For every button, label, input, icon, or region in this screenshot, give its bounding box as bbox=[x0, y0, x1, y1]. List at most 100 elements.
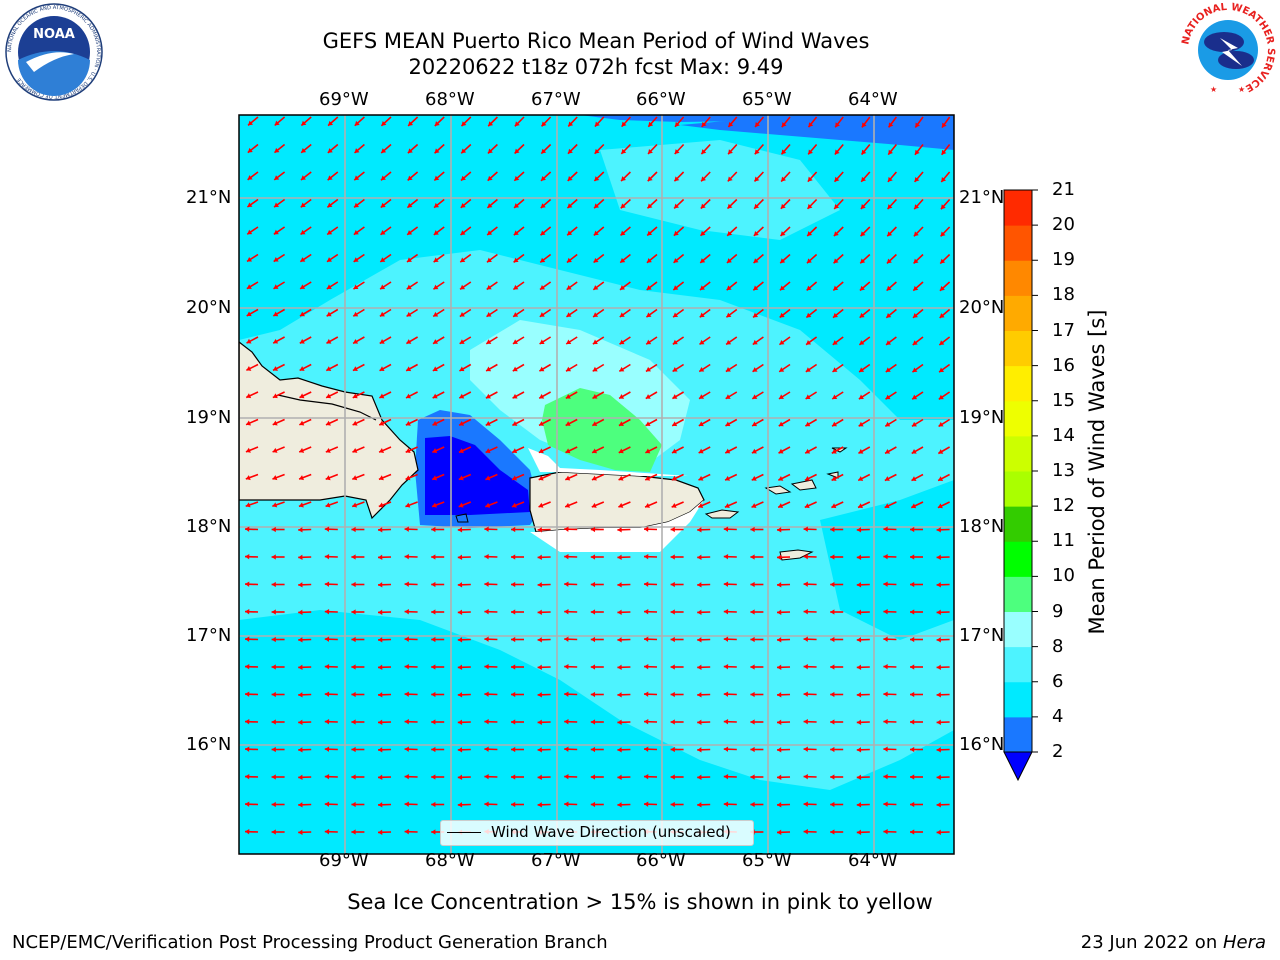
wind-arrow bbox=[487, 143, 498, 154]
wind-arrow bbox=[352, 446, 365, 453]
wind-arrow bbox=[913, 226, 924, 237]
wind-arrow bbox=[538, 363, 552, 372]
wind-arrow bbox=[617, 664, 631, 670]
wind-arrow bbox=[618, 363, 631, 373]
wind-arrow bbox=[936, 637, 950, 643]
wind-arrow bbox=[699, 253, 711, 264]
lon-label-top: 69°W bbox=[319, 89, 369, 110]
wind-arrow bbox=[673, 253, 685, 264]
wind-arrow bbox=[646, 198, 658, 209]
wind-arrow bbox=[298, 802, 312, 808]
wind-arrow bbox=[567, 116, 578, 127]
wind-arrow bbox=[431, 501, 445, 508]
wind-arrow bbox=[887, 171, 898, 183]
wind-arrow bbox=[377, 692, 392, 698]
wind-arrow bbox=[324, 719, 338, 725]
wind-arrow bbox=[434, 116, 445, 127]
hispaniola-coast-north bbox=[277, 394, 377, 421]
wind-arrow bbox=[670, 664, 684, 670]
contour-9-10s bbox=[542, 388, 662, 472]
wind-arrow bbox=[776, 637, 791, 643]
wind-arrow bbox=[459, 336, 472, 345]
wind-arrow bbox=[486, 253, 498, 263]
wind-arrow bbox=[805, 336, 818, 346]
legend-label: Wind Wave Direction (unscaled) bbox=[491, 823, 731, 841]
wind-arrow bbox=[377, 609, 392, 615]
colorbar-tick-label: 9 bbox=[1052, 600, 1064, 622]
wind-arrow bbox=[803, 719, 817, 725]
wind-arrow bbox=[273, 281, 286, 290]
map-gridlines bbox=[239, 115, 954, 854]
wind-arrow bbox=[354, 143, 365, 154]
wind-arrow bbox=[406, 281, 419, 290]
wind-arrow bbox=[324, 609, 338, 615]
wind-arrow bbox=[431, 801, 445, 808]
wind-arrow bbox=[298, 582, 312, 588]
colorbar-tick-label: 4 bbox=[1052, 705, 1064, 727]
wind-arrow bbox=[644, 473, 658, 481]
wind-arrow bbox=[457, 774, 471, 780]
wind-arrow bbox=[697, 609, 711, 615]
wind-arrow bbox=[856, 692, 870, 698]
wind-arrow bbox=[511, 501, 525, 508]
lon-label-bottom: 66°W bbox=[636, 850, 686, 871]
wind-arrow bbox=[780, 143, 791, 155]
wind-arrow bbox=[511, 554, 524, 560]
wind-arrow bbox=[643, 609, 658, 615]
wind-arrow bbox=[830, 664, 844, 670]
wind-arrow bbox=[727, 171, 738, 182]
wind-arrow bbox=[512, 281, 525, 291]
wind-arrow bbox=[913, 253, 924, 265]
wind-arrow bbox=[300, 226, 312, 236]
wind-arrow bbox=[458, 446, 472, 454]
wind-arrow bbox=[432, 391, 445, 399]
map-legend: Wind Wave Direction (unscaled) bbox=[440, 820, 754, 846]
wind-arrow bbox=[566, 281, 578, 291]
wind-arrow bbox=[750, 609, 764, 615]
wind-arrow bbox=[697, 664, 711, 670]
wind-arrow bbox=[643, 801, 658, 807]
colorbar-segment bbox=[1004, 435, 1032, 472]
wind-arrow bbox=[567, 171, 578, 182]
wind-arrow bbox=[833, 198, 844, 210]
wind-arrow bbox=[674, 116, 685, 128]
wind-arrow bbox=[271, 829, 285, 835]
wind-arrow bbox=[460, 143, 472, 154]
wind-arrow bbox=[511, 636, 524, 643]
wind-arrow bbox=[803, 581, 817, 587]
wind-arrow bbox=[617, 747, 631, 753]
wind-arrow bbox=[404, 691, 418, 697]
wind-arrow bbox=[859, 281, 871, 292]
wind-arrow bbox=[860, 171, 871, 183]
wind-arrow bbox=[643, 719, 658, 725]
wind-arrow bbox=[592, 308, 605, 318]
wind-arrow bbox=[298, 692, 312, 698]
wind-arrow bbox=[832, 281, 844, 292]
wind-arrow bbox=[484, 691, 498, 697]
wind-arrow bbox=[725, 391, 738, 400]
wind-arrow bbox=[271, 801, 285, 808]
wind-arrow bbox=[936, 527, 950, 533]
wind-arrow bbox=[936, 582, 950, 588]
wind-arrow bbox=[647, 143, 658, 155]
wind-arrow bbox=[883, 526, 897, 532]
wind-arrow bbox=[699, 281, 711, 291]
wind-arrow bbox=[856, 609, 870, 615]
wind-arrow bbox=[856, 664, 870, 670]
wind-arrow bbox=[672, 281, 685, 291]
wind-arrow bbox=[326, 198, 339, 208]
wind-arrow bbox=[643, 526, 658, 532]
wind-arrow bbox=[593, 198, 605, 209]
wind-arrow bbox=[697, 802, 711, 808]
wind-arrow bbox=[459, 281, 472, 291]
wind-arrow bbox=[379, 391, 392, 399]
wind-arrow bbox=[804, 446, 817, 454]
wind-arrow bbox=[697, 554, 711, 560]
wind-arrow bbox=[564, 554, 578, 560]
wind-arrow bbox=[593, 226, 605, 236]
wind-arrow bbox=[726, 253, 738, 264]
wind-arrow bbox=[856, 774, 870, 780]
wind-arrow bbox=[590, 526, 604, 533]
wind-arrow bbox=[244, 664, 259, 670]
wind-arrow bbox=[245, 473, 259, 481]
